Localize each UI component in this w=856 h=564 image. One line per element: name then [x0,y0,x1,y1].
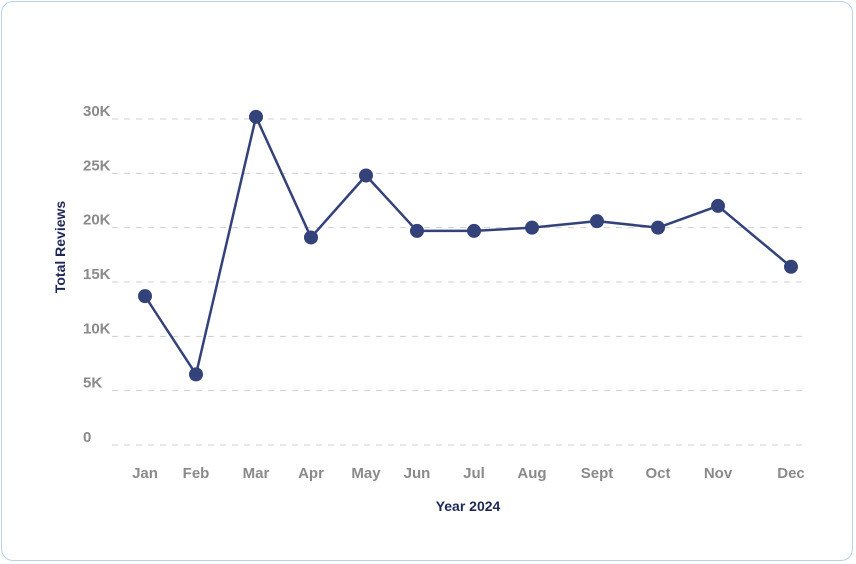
x-tick-label: Jun [404,465,431,482]
data-point-jan[interactable] [138,289,152,304]
y-axis-title: Total Reviews [52,201,68,294]
series-line [143,115,792,376]
data-point-jul[interactable] [467,223,481,238]
data-point-nov[interactable] [711,198,725,213]
y-tick-label: 20K [83,212,111,229]
series-line-total-reviews [143,115,792,376]
y-tick-label: 0 [83,429,91,446]
y-tick-label: 10K [83,320,111,337]
x-axis-ticks: Jan Feb Mar Apr May Jun Jul Aug Sept Oct Nov Dec [132,465,805,482]
grid-lines [112,118,808,446]
x-tick-label: Dec [777,465,805,482]
data-point-dec[interactable] [784,259,798,274]
data-point-apr[interactable] [304,230,318,245]
y-tick-label: 30K [83,103,111,120]
y-tick-label: 15K [83,266,111,283]
x-tick-label: Jul [463,465,485,482]
data-points [138,109,798,382]
x-tick-label: Sept [581,465,614,482]
x-axis-title: Year 2024 [436,498,501,514]
data-point-aug[interactable] [525,220,539,235]
data-point-oct[interactable] [651,220,665,235]
x-tick-label: Mar [243,465,270,482]
x-tick-label: Nov [704,465,733,482]
data-point-mar[interactable] [249,109,263,124]
y-tick-label: 25K [83,157,111,174]
data-point-may[interactable] [359,168,373,183]
x-tick-label: Feb [183,465,210,482]
data-point-feb[interactable] [189,367,203,382]
x-tick-label: Apr [298,465,324,482]
x-tick-label: Oct [645,465,670,482]
data-point-jun[interactable] [410,223,424,238]
y-axis-ticks: 0 5K 10K 15K 20K 25K 30K [83,103,111,446]
x-tick-label: Jan [132,465,158,482]
x-tick-label: Aug [517,465,546,482]
y-tick-label: 5K [83,375,102,392]
x-tick-label: May [351,465,381,482]
data-point-sept[interactable] [590,214,604,229]
